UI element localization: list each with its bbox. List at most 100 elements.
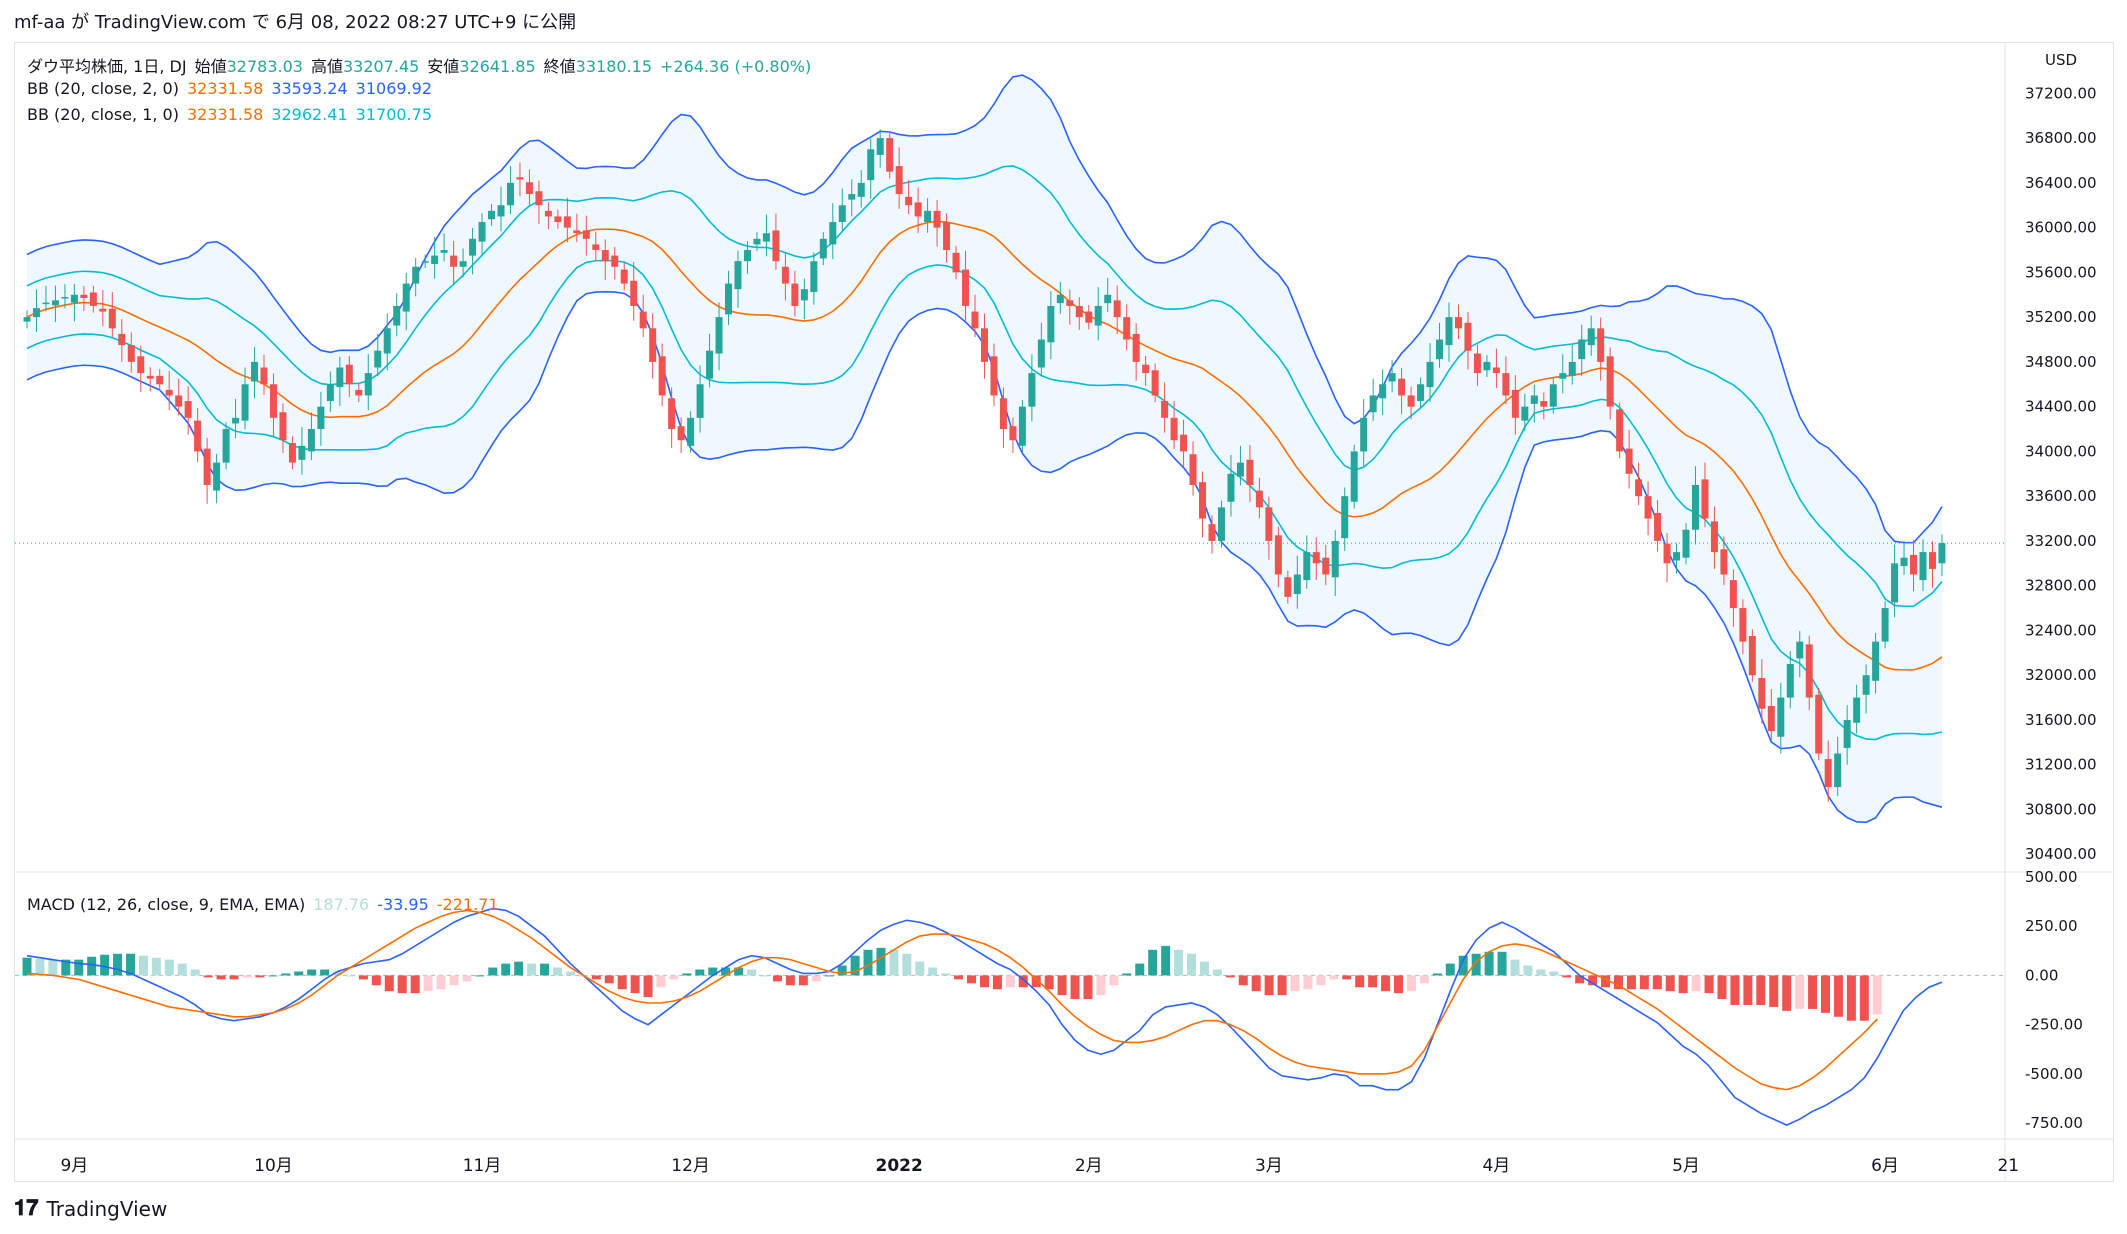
- macd-hist-bar: [164, 959, 174, 976]
- symbol-label[interactable]: ダウ平均株価, 1日, DJ: [27, 57, 187, 76]
- candle-body: [1037, 339, 1045, 368]
- price-tick-label: 33600.00: [2025, 487, 2097, 505]
- price-tick-label: 34400.00: [2025, 398, 2097, 416]
- footer-brand[interactable]: 𝟏𝟕 TradingView: [14, 1196, 167, 1221]
- candle-body: [402, 283, 410, 312]
- candle-body: [611, 255, 619, 267]
- candle-body: [383, 328, 391, 354]
- tradingview-logo-icon: 𝟏𝟕: [14, 1196, 39, 1221]
- candle-body: [1217, 507, 1225, 541]
- candle-body: [1454, 317, 1462, 329]
- candle-body: [829, 222, 837, 245]
- candle-body: [478, 222, 486, 242]
- macd-hist-bar: [527, 963, 537, 976]
- macd-hist-bar: [630, 975, 640, 994]
- macd-hist-bar: [915, 961, 925, 976]
- macd-hist-bar: [734, 967, 744, 976]
- macd-hist-bar: [1031, 975, 1041, 988]
- macd-legend[interactable]: MACD (12, 26, close, 9, EMA, EMA) 187.76-…: [27, 895, 507, 914]
- chart-canvas[interactable]: USD 37200.00 36800.00 36400.00 36000.00 35600…: [15, 43, 2113, 1181]
- low-label: 安値: [427, 57, 460, 76]
- macd-tick-label: -500.00: [2025, 1065, 2083, 1083]
- candle-body: [734, 261, 742, 290]
- price-tick-label: 34000.00: [2025, 442, 2097, 460]
- candle-body: [1199, 482, 1207, 519]
- macd-hist-bar: [397, 975, 407, 994]
- macd-hist-bar: [242, 975, 252, 978]
- time-tick-label: 12月: [671, 1156, 710, 1176]
- candle-body: [544, 210, 552, 217]
- macd-hist-bar: [423, 975, 433, 992]
- candle-body: [592, 244, 600, 250]
- bb1-legend[interactable]: BB (20, close, 1, 0) 32331.58 32962.41 3170…: [27, 105, 440, 124]
- candle-body: [1293, 574, 1301, 595]
- macd-hist-bar: [1316, 975, 1326, 986]
- price-tick-label: 31200.00: [2025, 756, 2097, 774]
- macd-hist-bar: [1833, 975, 1843, 1017]
- chart-frame[interactable]: USD 37200.00 36800.00 36400.00 36000.00 35600…: [14, 42, 2114, 1182]
- candle-body: [687, 417, 695, 446]
- macd-hist-bar: [48, 959, 58, 976]
- candle-body: [895, 166, 903, 195]
- macd-hist-bar: [1652, 975, 1662, 990]
- macd-hist-bar: [1251, 975, 1261, 992]
- bb1-name: BB (20, close, 1, 0): [27, 105, 179, 124]
- candle-body: [781, 266, 789, 284]
- macd-hist-bar: [307, 969, 317, 976]
- candle-body: [175, 395, 183, 407]
- candle-body: [42, 302, 50, 305]
- candle-body: [1559, 373, 1567, 379]
- time-tick-label: 2022: [875, 1156, 922, 1176]
- candle-body: [1445, 317, 1453, 346]
- candle-body: [971, 311, 979, 329]
- macd-hist-bar: [371, 975, 381, 986]
- candle-body: [288, 443, 296, 463]
- macd-hist-bar: [552, 967, 562, 976]
- candle-body: [1312, 552, 1320, 564]
- candle-body: [630, 280, 638, 306]
- bb1-lower: 31700.75: [355, 105, 432, 124]
- price-tick-label: 36800.00: [2025, 129, 2097, 147]
- change-value: +264.36 (+0.80%): [660, 57, 812, 76]
- candle-body: [1436, 339, 1444, 360]
- candle-body: [203, 448, 211, 485]
- candle-body: [1255, 490, 1263, 508]
- price-tick-label: 37200.00: [2025, 84, 2097, 102]
- macd-hist-bar: [540, 963, 550, 976]
- candle-body: [1407, 395, 1415, 407]
- macd-hist-bar: [785, 975, 795, 986]
- candle-body: [1104, 294, 1112, 304]
- bb2-legend[interactable]: BB (20, close, 2, 0) 32331.58 33593.24 3106…: [27, 79, 440, 98]
- macd-hist-bar: [850, 955, 860, 976]
- candle-body: [1246, 459, 1254, 485]
- candle-body: [279, 412, 287, 441]
- candle-body: [355, 389, 363, 396]
- macd-hist-bar: [604, 975, 614, 984]
- macd-hist-bar: [1083, 975, 1093, 1000]
- candle-body: [867, 149, 875, 181]
- macd-hist-bar: [216, 975, 226, 980]
- candle-body: [32, 308, 40, 318]
- candle-body: [620, 269, 628, 284]
- macd-hist-bar: [1743, 975, 1753, 1005]
- price-tick-label: 30400.00: [2025, 845, 2097, 863]
- macd-tick-label: 500.00: [2025, 868, 2078, 886]
- macd-hist-bar: [967, 975, 977, 984]
- candle-body: [706, 350, 714, 379]
- macd-hist-bar: [669, 975, 679, 980]
- candle-body: [1834, 753, 1842, 788]
- candle-body: [990, 356, 998, 396]
- macd-hist-bar: [1575, 975, 1585, 984]
- macd-hist-bar: [1199, 961, 1209, 976]
- macd-hist-bar: [1070, 975, 1080, 1000]
- candle-body: [1900, 557, 1908, 567]
- candle-body: [1341, 496, 1349, 539]
- candle-body: [488, 210, 496, 220]
- macd-hist-bar: [798, 975, 808, 986]
- macd-hist-bar: [1044, 975, 1054, 990]
- candle-body: [535, 191, 543, 206]
- candle-body: [307, 429, 315, 452]
- price-tick-label: 31600.00: [2025, 711, 2097, 729]
- candle-body: [1161, 401, 1169, 418]
- macd-hist-bar: [1135, 963, 1145, 976]
